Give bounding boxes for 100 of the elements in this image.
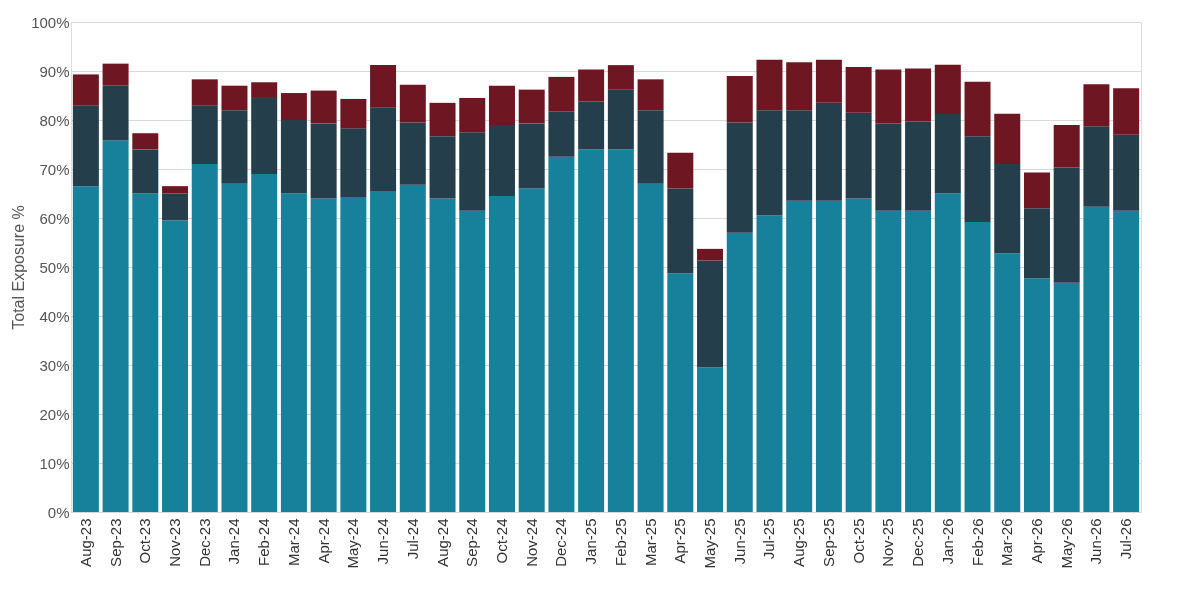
y-tick-label: 100% bbox=[31, 13, 70, 31]
bar bbox=[162, 186, 189, 194]
y-tick-label: 90% bbox=[39, 62, 70, 80]
x-tick-label: Apr-25 bbox=[671, 518, 689, 564]
x-tick-label: Sep-25 bbox=[819, 518, 837, 567]
bar bbox=[488, 195, 515, 512]
x-tick-label: Nov-25 bbox=[879, 518, 897, 567]
x-tick-label: Jan-24 bbox=[225, 518, 243, 565]
bar bbox=[994, 164, 1021, 254]
bar bbox=[162, 193, 189, 221]
bar bbox=[72, 105, 99, 187]
bar bbox=[1053, 167, 1080, 283]
x-tick-label: Jul-24 bbox=[403, 518, 421, 560]
bar bbox=[1023, 208, 1050, 279]
bar bbox=[637, 79, 664, 111]
bar bbox=[994, 253, 1021, 512]
bar bbox=[251, 97, 278, 174]
y-tick-label: 40% bbox=[39, 307, 70, 325]
bar bbox=[340, 98, 367, 129]
x-tick-label: Jul-25 bbox=[760, 518, 778, 560]
bar bbox=[310, 90, 337, 124]
bar bbox=[102, 85, 129, 141]
bar bbox=[815, 200, 842, 512]
bar bbox=[370, 191, 397, 512]
x-tick-label: May-24 bbox=[344, 518, 362, 569]
bar bbox=[72, 186, 99, 512]
bar bbox=[964, 81, 991, 137]
bar bbox=[637, 183, 664, 512]
x-tick-label: Jun-26 bbox=[1087, 518, 1105, 565]
x-tick-label: Jun-25 bbox=[730, 518, 748, 565]
bar bbox=[72, 74, 99, 106]
x-tick-label: Sep-24 bbox=[463, 518, 481, 567]
x-tick-label: Oct-24 bbox=[492, 518, 510, 564]
bar bbox=[578, 149, 605, 512]
x-tick-label: Nov-23 bbox=[166, 518, 184, 567]
x-tick-label: Dec-23 bbox=[195, 518, 213, 567]
bar bbox=[399, 184, 426, 512]
bar bbox=[251, 82, 278, 98]
bar bbox=[488, 85, 515, 125]
bar bbox=[905, 121, 932, 211]
x-tick-label: Mar-24 bbox=[284, 518, 302, 567]
bar bbox=[726, 122, 753, 233]
bar bbox=[429, 198, 456, 512]
x-tick-label: Feb-26 bbox=[968, 518, 986, 567]
y-tick-label: 80% bbox=[39, 111, 70, 129]
x-tick-label: Dec-25 bbox=[909, 518, 927, 567]
bar bbox=[607, 65, 634, 90]
bar bbox=[518, 89, 545, 124]
x-tick-label: Mar-26 bbox=[998, 518, 1016, 567]
bar bbox=[875, 69, 902, 124]
bar bbox=[310, 123, 337, 199]
bar bbox=[1023, 172, 1050, 209]
bar bbox=[845, 67, 872, 113]
x-tick-label: May-26 bbox=[1057, 518, 1075, 569]
y-tick-label: 20% bbox=[39, 405, 70, 423]
bar bbox=[132, 193, 159, 512]
bar bbox=[1023, 278, 1050, 512]
x-tick-label: Jun-24 bbox=[374, 518, 392, 565]
bar bbox=[934, 193, 961, 512]
bar bbox=[280, 120, 307, 194]
x-tick-label: Jan-26 bbox=[938, 518, 956, 565]
x-tick-label: Oct-23 bbox=[136, 518, 154, 564]
bar bbox=[697, 248, 724, 261]
bar bbox=[280, 193, 307, 512]
x-tick-label: Apr-24 bbox=[314, 518, 332, 564]
bar bbox=[1053, 124, 1080, 168]
bar bbox=[578, 69, 605, 102]
bar bbox=[191, 105, 218, 165]
bar bbox=[518, 188, 545, 512]
bar bbox=[994, 113, 1021, 165]
x-tick-label: Mar-25 bbox=[641, 518, 659, 567]
x-tick-label: Jul-26 bbox=[1117, 518, 1135, 560]
bar bbox=[221, 110, 248, 184]
bar bbox=[459, 210, 486, 512]
bar bbox=[667, 188, 694, 274]
bar bbox=[905, 210, 932, 512]
bar bbox=[518, 123, 545, 189]
bar bbox=[815, 102, 842, 201]
y-axis-title: Total Exposure % bbox=[10, 205, 28, 330]
bar bbox=[726, 232, 753, 512]
y-tick-label: 0% bbox=[47, 503, 70, 521]
bar bbox=[370, 107, 397, 192]
x-tick-label: Aug-25 bbox=[790, 518, 808, 567]
bar bbox=[756, 110, 783, 216]
bar bbox=[132, 149, 159, 194]
bar bbox=[310, 198, 337, 512]
x-tick-label: Feb-25 bbox=[611, 518, 629, 567]
bar bbox=[548, 76, 575, 112]
bar bbox=[251, 173, 278, 512]
bar bbox=[786, 62, 813, 111]
bar bbox=[815, 59, 842, 103]
x-tick-label: Apr-26 bbox=[1027, 518, 1045, 564]
x-tick-label: Dec-24 bbox=[552, 518, 570, 567]
bar bbox=[132, 133, 159, 150]
bar bbox=[191, 164, 218, 512]
x-tick-label: Nov-24 bbox=[522, 518, 540, 567]
bar bbox=[1083, 126, 1110, 207]
bar bbox=[548, 156, 575, 512]
x-tick-label: Jan-25 bbox=[582, 518, 600, 565]
y-tick-label: 50% bbox=[39, 258, 70, 276]
